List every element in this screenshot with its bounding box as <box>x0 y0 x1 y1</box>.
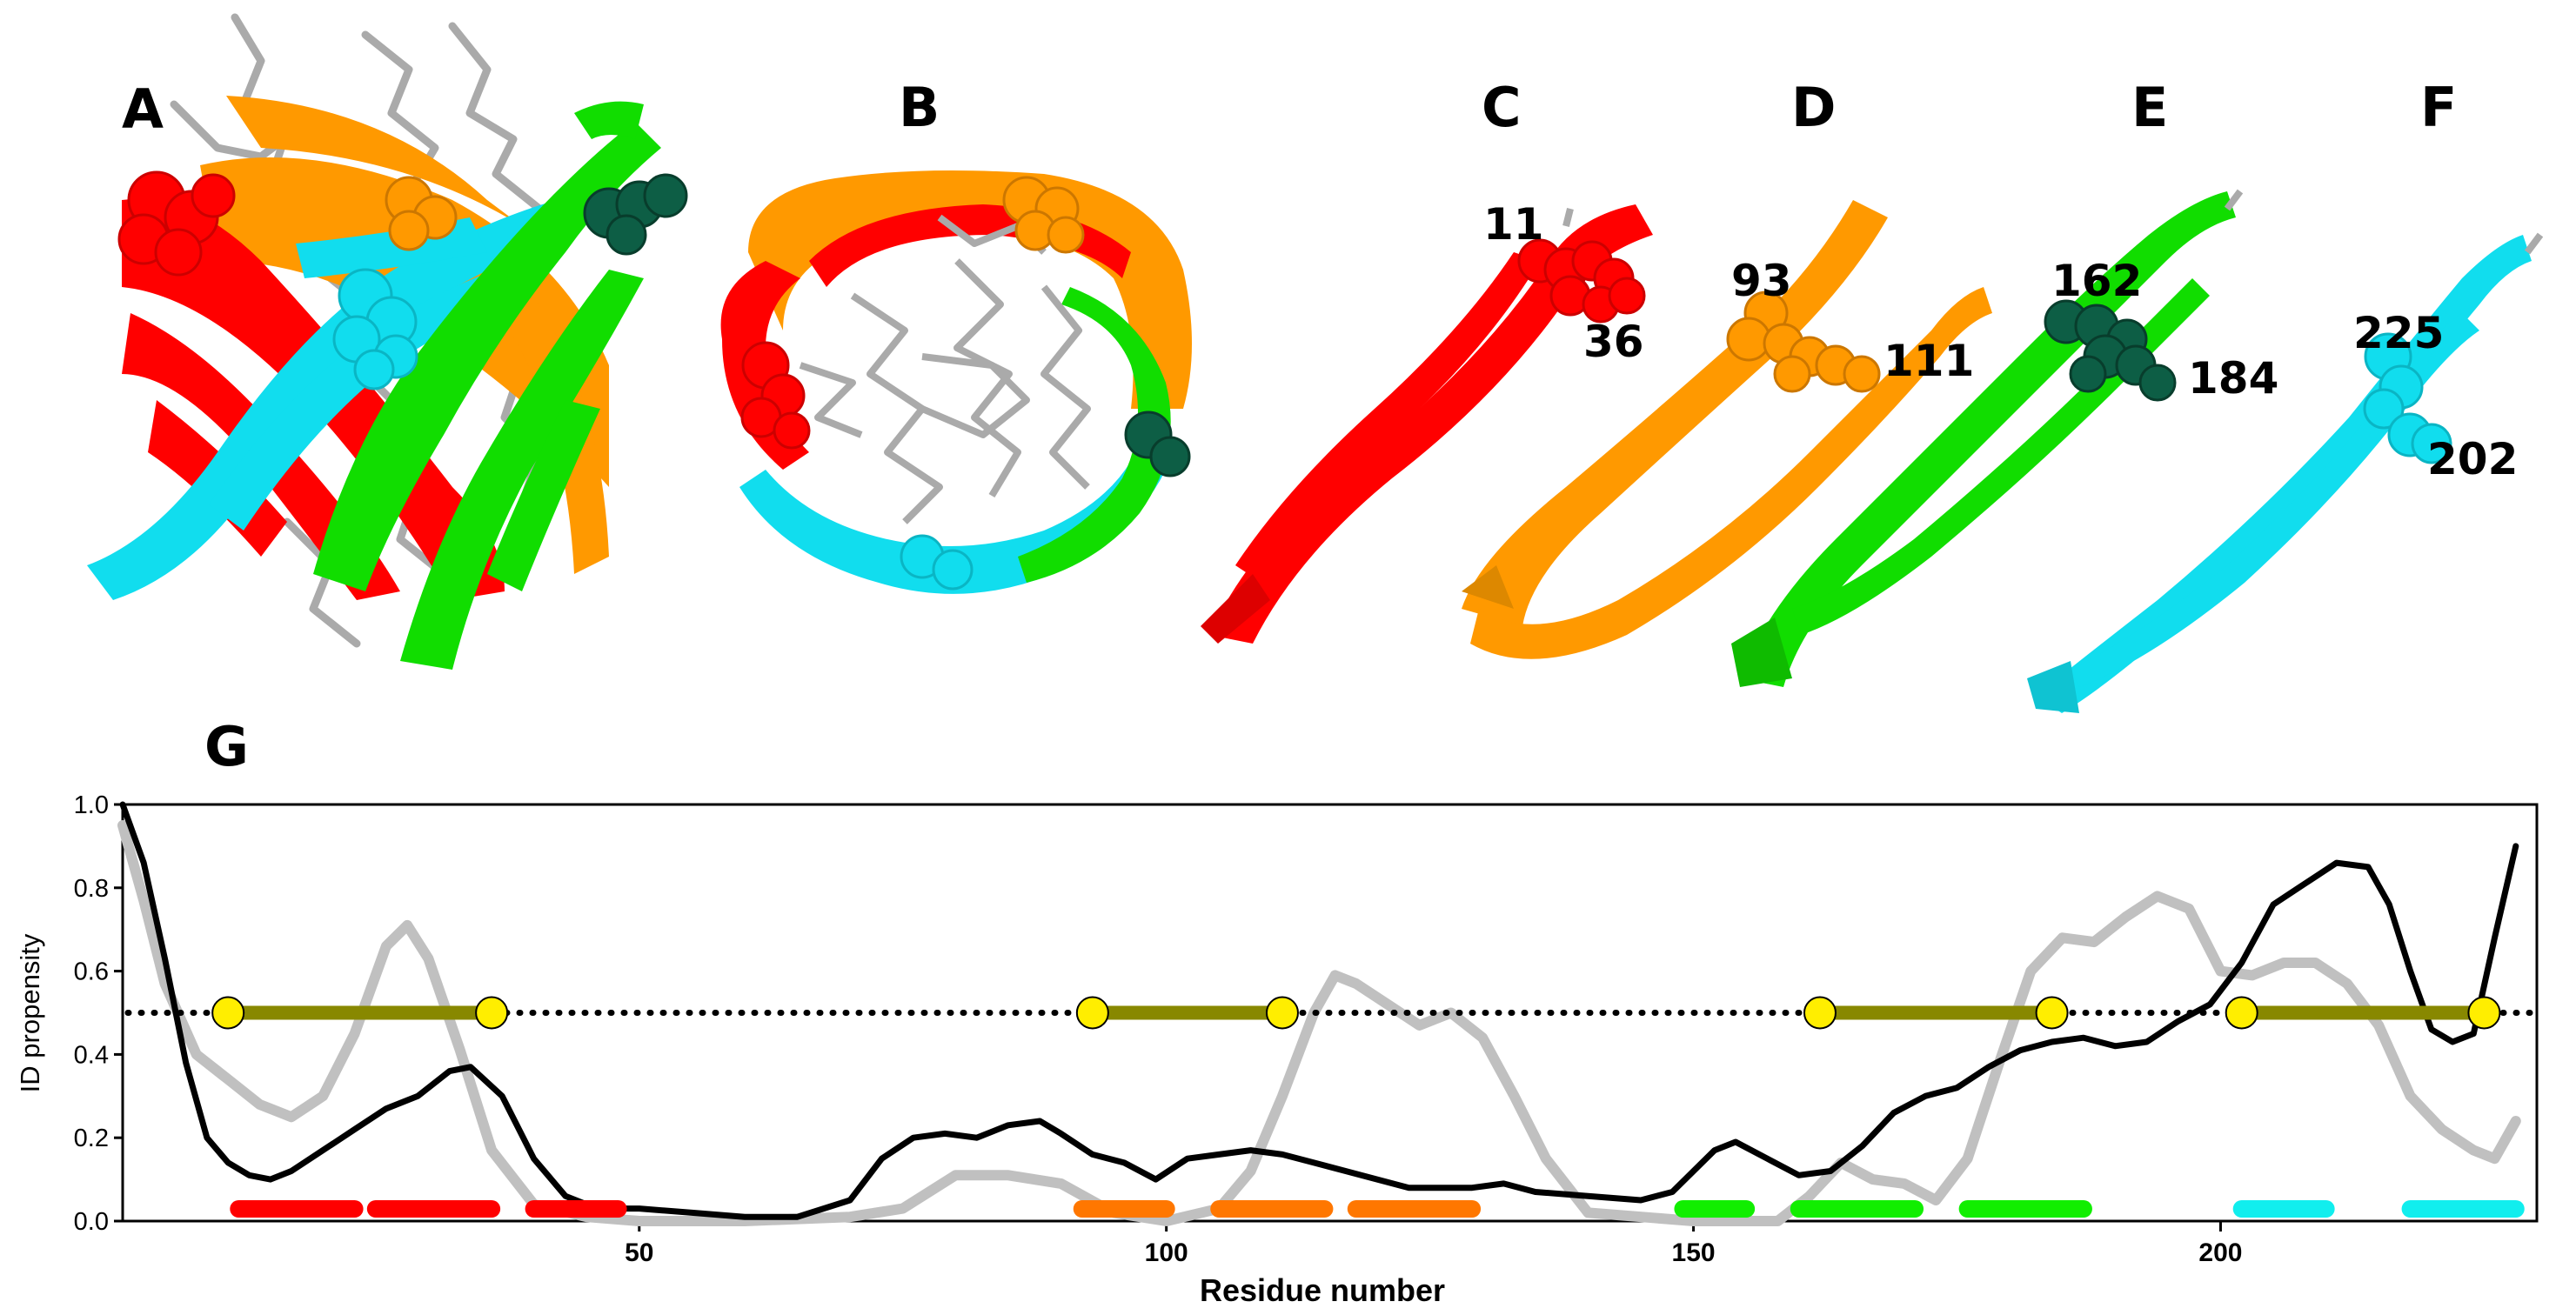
x-tick-label: 50 <box>625 1238 653 1267</box>
panel-c-strand <box>1201 204 1653 644</box>
panel-d-strand <box>1462 200 1992 659</box>
residue-label-202: 202 <box>2427 434 2518 484</box>
x-tick-label: 150 <box>1672 1238 1716 1267</box>
x-tick-label: 200 <box>2198 1238 2242 1267</box>
y-axis-title: ID propensity <box>15 933 45 1092</box>
series-line-black <box>119 801 2519 1220</box>
segment-endpoint-marker <box>475 996 509 1030</box>
panel-e-strand <box>1731 189 2244 687</box>
segment-endpoint-marker <box>2467 996 2501 1030</box>
residue-label-36: 36 <box>1583 317 1644 367</box>
x-axis-ticks: 50 100 150 200 <box>625 1221 2242 1267</box>
y-tick-label: 0.6 <box>74 958 109 986</box>
residue-label-225: 225 <box>2353 308 2444 358</box>
y-tick-label: 0.2 <box>74 1125 109 1152</box>
x-tick-label: 100 <box>1145 1238 1188 1267</box>
segment-endpoint-marker <box>2225 996 2258 1030</box>
segment-endpoint-marker <box>1803 996 1837 1030</box>
x-axis-title: Residue number <box>1200 1272 1445 1308</box>
panel-letter-d: D <box>1791 76 1836 139</box>
series-line-gray <box>117 820 2521 1226</box>
panel-letter-g: G <box>204 715 249 778</box>
residue-label-11: 11 <box>1483 199 1544 250</box>
segment-endpoint-marker <box>1075 996 1109 1030</box>
panel-b-structure <box>720 170 1192 594</box>
segment-endpoint-marker <box>1265 996 1299 1030</box>
plot-frame <box>121 803 2539 1223</box>
plot-content <box>117 801 2535 1226</box>
panel-letter-e: E <box>2131 76 2168 139</box>
panel-f-strand <box>2027 232 2544 713</box>
residue-label-111: 111 <box>1883 336 1974 386</box>
residue-label-184: 184 <box>2188 353 2278 404</box>
segment-endpoint-marker <box>211 996 245 1030</box>
y-axis-ticks: 0.0 0.2 0.4 0.6 0.8 1.0 <box>74 791 123 1236</box>
y-tick-label: 0.4 <box>74 1041 109 1069</box>
residue-label-162: 162 <box>2051 256 2142 306</box>
residue-label-93: 93 <box>1731 256 1792 306</box>
panel-letter-f: F <box>2420 76 2457 139</box>
y-tick-label: 0.0 <box>74 1208 109 1236</box>
panel-letter-b: B <box>899 76 940 139</box>
panel-a-structure <box>87 13 688 670</box>
y-tick-label: 0.8 <box>74 875 109 903</box>
segment-endpoint-marker <box>2035 996 2069 1030</box>
y-tick-label: 1.0 <box>74 791 109 819</box>
panel-letter-a: A <box>122 77 164 141</box>
panel-letter-c: C <box>1482 76 1522 139</box>
chart-g: 50 100 150 200 0.0 0.2 0.4 0.6 0.8 1.0 ID propen… <box>15 791 2539 1308</box>
